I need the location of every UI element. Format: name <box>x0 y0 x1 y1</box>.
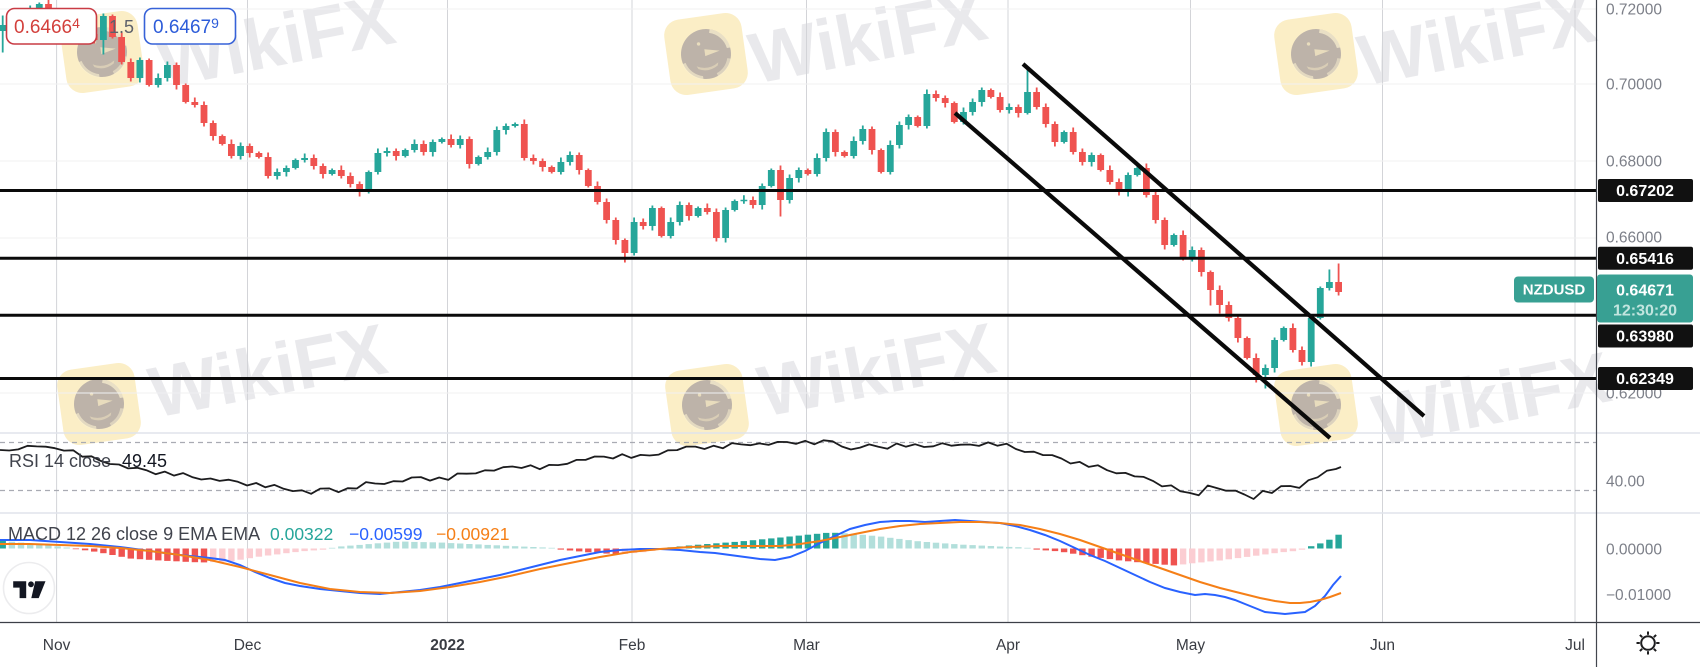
svg-text:40.00: 40.00 <box>1606 474 1645 491</box>
svg-text:0.68000: 0.68000 <box>1606 154 1662 171</box>
svg-text:Nov: Nov <box>43 637 71 654</box>
svg-text:0.63980: 0.63980 <box>1616 329 1674 346</box>
svg-text:1.5: 1.5 <box>109 17 134 37</box>
svg-text:2022: 2022 <box>430 637 464 654</box>
svg-text:MACD 12 26 close 9 EMA EMA: MACD 12 26 close 9 EMA EMA <box>8 524 260 544</box>
svg-text:0.64664: 0.64664 <box>14 15 80 38</box>
svg-text:0.65416: 0.65416 <box>1616 251 1674 268</box>
svg-text:Apr: Apr <box>996 637 1020 654</box>
svg-text:49.45: 49.45 <box>122 451 167 471</box>
svg-text:Dec: Dec <box>234 637 262 654</box>
svg-text:0.64679: 0.64679 <box>153 15 219 38</box>
svg-text:Jun: Jun <box>1370 637 1395 654</box>
svg-text:−0.01000: −0.01000 <box>1606 587 1671 604</box>
svg-text:May: May <box>1176 637 1206 654</box>
svg-text:−0.00599: −0.00599 <box>349 524 422 544</box>
svg-text:0.00322: 0.00322 <box>270 524 333 544</box>
svg-text:0.70000: 0.70000 <box>1606 77 1662 94</box>
svg-text:0.72000: 0.72000 <box>1606 2 1662 19</box>
svg-text:Jul: Jul <box>1565 637 1585 654</box>
svg-text:0.00000: 0.00000 <box>1606 542 1662 559</box>
svg-text:Feb: Feb <box>619 637 646 654</box>
svg-text:0.67202: 0.67202 <box>1616 183 1674 200</box>
svg-text:12:30:20: 12:30:20 <box>1613 303 1677 320</box>
svg-text:Mar: Mar <box>793 637 820 654</box>
svg-text:0.64671: 0.64671 <box>1616 283 1674 300</box>
svg-text:0.62349: 0.62349 <box>1616 371 1674 388</box>
svg-text:RSI 14 close: RSI 14 close <box>9 451 111 471</box>
svg-text:0.66000: 0.66000 <box>1606 230 1662 247</box>
svg-text:NZDUSD: NZDUSD <box>1523 282 1586 299</box>
svg-text:−0.00921: −0.00921 <box>436 524 509 544</box>
